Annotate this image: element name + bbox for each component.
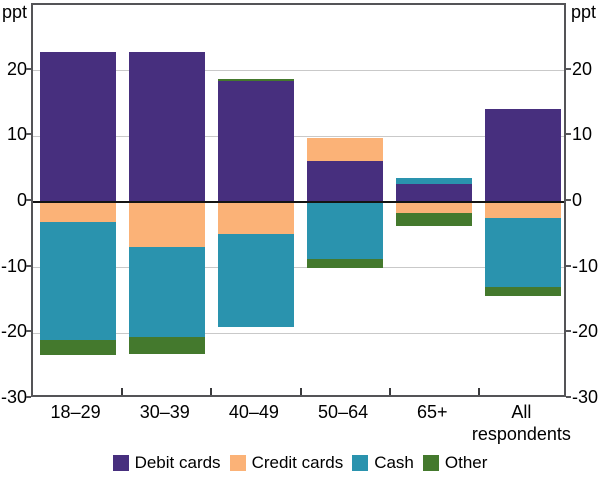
y-axis-tick-left [26,330,31,333]
bar-segment-debit-cards-All-respondents [485,109,562,202]
bar-segment-cash-65+ [396,178,473,185]
bar-segment-debit-cards-65+ [396,184,473,202]
y-tick-label-left--20: -20 [0,321,27,342]
bar-segment-debit-cards-50–64 [307,160,384,202]
legend-swatch-icon [422,455,439,471]
bar-segment-credit-cards-30–39 [128,202,205,248]
x-axis-tick [388,388,391,395]
plot-area [31,3,566,397]
y-axis-tick-left [26,67,31,70]
bar-segment-credit-cards-40–49 [217,202,294,234]
x-axis-tick [210,388,213,395]
gridline-20 [33,70,564,72]
y-axis-tick-left [26,396,31,398]
x-axis-tick [299,388,302,395]
y-tick-label-left-20: 20 [6,58,27,79]
bar-segment-other-50–64 [307,259,384,269]
y-axis-tick-right [566,133,571,136]
y-tick-label-left-0: 0 [16,190,27,210]
x-category-label-50–64: 50–64 [318,402,369,422]
zero-baseline [33,201,564,203]
bar-segment-cash-40–49 [217,233,294,327]
y-axis-tick-right [566,330,571,333]
bar-segment-other-All-respondents [485,287,562,296]
bar-segment-credit-cards-18–29 [39,202,116,223]
y-axis-tick-left [26,133,31,136]
legend-swatch-icon [352,455,369,471]
chart-legend: Debit cards Credit cards Cash Other [0,453,600,473]
bar-segment-credit-cards-50–64 [307,138,384,161]
y-tick-label-right--30: -30 [572,387,599,407]
y-tick-label-left--30: -30 [0,387,27,407]
bar-segment-credit-cards-All-respondents [485,202,562,219]
y-axis-tick-left [26,264,31,267]
bar-segment-cash-30–39 [128,247,205,337]
y-tick-label-right--10: -10 [572,255,599,276]
legend-item-other: Other [422,453,488,473]
gridline--20 [33,332,564,334]
y-axis-tick-right [566,67,571,70]
bar-segment-other-18–29 [39,339,116,355]
legend-label: Debit cards [134,453,221,472]
y-tick-label-right-10: 10 [572,124,593,145]
y-tick-label-right--20: -20 [572,321,599,342]
bar-segment-cash-All-respondents [485,218,562,288]
legend-item-cash: Cash [352,453,414,473]
x-category-label-18–29: 18–29 [50,402,101,422]
legend-label: Cash [374,453,414,472]
legend-swatch-icon [229,455,246,471]
y-tick-label-left--10: -10 [0,255,27,276]
legend-label: Other [444,453,488,472]
bar-segment-debit-cards-30–39 [128,52,205,202]
bar-segment-other-65+ [396,212,473,226]
bar-segment-cash-18–29 [39,222,116,340]
gridline-10 [33,135,564,137]
bar-segment-debit-cards-40–49 [217,80,294,202]
bar-segment-credit-cards-65+ [396,202,473,213]
y-axis-tick-right [566,264,571,267]
x-axis-tick [477,388,480,395]
legend-label: Credit cards [251,453,344,472]
x-category-label-All-respondents: All respondents [471,402,571,444]
y-tick-label-left-10: 10 [6,124,27,145]
y-tick-label-right-20: 20 [572,58,593,79]
x-category-label-40–49: 40–49 [228,402,279,422]
y-tick-label-right-0: 0 [572,190,583,210]
x-category-label-65+: 65+ [416,402,448,422]
bar-segment-other-30–39 [128,336,205,354]
y-axis-tick-left [26,199,31,201]
x-axis-tick [121,388,124,395]
bar-segment-other-40–49 [217,78,294,81]
y-axis-tick-right [566,396,571,398]
y-axis-tick-right [566,199,571,201]
legend-item-credit-cards: Credit cards [229,453,344,473]
gridline--10 [33,267,564,269]
y-axis-unit-left: ppt [2,2,28,22]
legend-swatch-icon [112,455,129,471]
bar-segment-cash-50–64 [307,202,384,260]
x-category-label-30–39: 30–39 [139,402,190,422]
legend-item-debit-cards: Debit cards [112,453,221,473]
bar-segment-debit-cards-18–29 [39,52,116,202]
y-axis-unit-right: ppt [571,2,597,22]
